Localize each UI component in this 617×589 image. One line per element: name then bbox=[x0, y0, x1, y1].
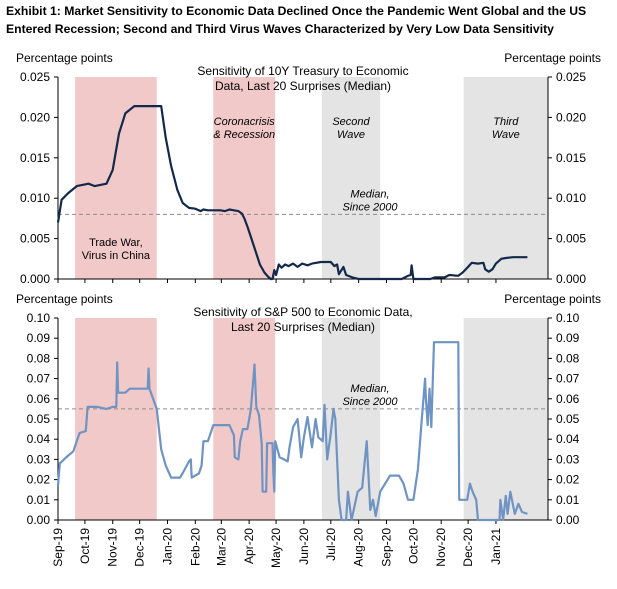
treasury-y-tick-label-left: 0.025 bbox=[20, 70, 50, 84]
sp500-y-tick-label-left: 0.05 bbox=[27, 412, 51, 426]
sp500-shaded-period-1 bbox=[75, 318, 157, 520]
sp500-y-tick-label-right: 0.10 bbox=[556, 311, 580, 325]
treasury-y-tick-label-left: 0.000 bbox=[20, 272, 50, 286]
sp500-y-tick-label-left: 0.06 bbox=[27, 392, 51, 406]
treasury-period-label: Wave bbox=[492, 129, 520, 141]
sp500-y-tick-label-left: 0.00 bbox=[27, 513, 51, 527]
sp500-median-label: Median, bbox=[350, 383, 389, 395]
sp500-median-label: Since 2000 bbox=[342, 396, 398, 408]
x-tick-label: May-20 bbox=[269, 528, 283, 568]
sp500-y-tick-label-right: 0.04 bbox=[556, 432, 580, 446]
treasury-period-label: Wave bbox=[337, 129, 365, 141]
sp500-y-tick-label-right: 0.06 bbox=[556, 392, 580, 406]
sp500-y-tick-label-right: 0.09 bbox=[556, 331, 580, 345]
treasury-shaded-period-3 bbox=[321, 77, 381, 279]
treasury-shaded-period-4 bbox=[463, 77, 548, 279]
treasury-y-tick-label-right: 0.025 bbox=[556, 70, 586, 84]
sp500-y-tick-label-left: 0.03 bbox=[27, 452, 51, 466]
sp500-y-tick-label-right: 0.07 bbox=[556, 372, 580, 386]
sp500-y-tick-label-left: 0.04 bbox=[27, 432, 51, 446]
x-tick-label: Nov-19 bbox=[106, 528, 120, 567]
sp500-shaded-period-3 bbox=[321, 318, 381, 520]
treasury-period-label: Second bbox=[332, 116, 370, 128]
x-tick-label: Nov-20 bbox=[434, 528, 448, 567]
sp500-y-tick-label-right: 0.01 bbox=[556, 493, 580, 507]
treasury-period-label: Trade War, bbox=[89, 237, 143, 249]
sp500-y-tick-label-left: 0.02 bbox=[27, 473, 51, 487]
treasury-y-axis-title-right: Percentage points bbox=[504, 51, 601, 65]
treasury-y-tick-label-left: 0.010 bbox=[20, 191, 50, 205]
x-axis: Sep-19 Oct-19 Nov-19 Dec-19 Jan-20 Feb-20 Mar-… bbox=[51, 528, 503, 568]
sp500-series-line bbox=[56, 341, 528, 522]
treasury-y-tick-label-left: 0.005 bbox=[20, 232, 50, 246]
treasury-y-tick-label-right: 0.020 bbox=[556, 110, 586, 124]
treasury-chart-panel: Trade War,Virus in China Coronacrisis& Re… bbox=[16, 51, 601, 286]
treasury-shaded-period-2 bbox=[213, 77, 276, 279]
sp500-y-tick-label-left: 0.10 bbox=[27, 311, 51, 325]
x-tick-label: Dec-20 bbox=[461, 528, 475, 567]
sp500-shaded-period-2 bbox=[213, 318, 276, 520]
sp500-chart-title: Last 20 Surprises (Median) bbox=[231, 320, 375, 334]
sp500-shaded-period-4 bbox=[463, 318, 548, 520]
sp500-y-tick-label-left: 0.08 bbox=[27, 351, 51, 365]
sp500-y-tick-label-left: 0.07 bbox=[27, 372, 51, 386]
sp500-y-tick-label-right: 0.03 bbox=[556, 452, 580, 466]
sp500-y-tick-label-left: 0.01 bbox=[27, 493, 51, 507]
x-tick-label: Jan-20 bbox=[161, 528, 175, 565]
sp500-y-tick-label-right: 0.08 bbox=[556, 351, 580, 365]
treasury-y-tick-label-left: 0.015 bbox=[20, 151, 50, 165]
x-tick-label: Jun-20 bbox=[297, 528, 311, 565]
exhibit-title: Exhibit 1: Market Sensitivity to Economi… bbox=[6, 4, 587, 36]
x-tick-label: Oct-19 bbox=[78, 528, 92, 564]
x-tick-label: Jul-20 bbox=[324, 528, 338, 561]
treasury-period-label: Coronacrisis bbox=[214, 116, 276, 128]
x-tick-label: Jan-21 bbox=[489, 528, 503, 565]
sp500-y-tick-label-right: 0.02 bbox=[556, 473, 580, 487]
sp500-chart-panel: Median,Since 2000 0.00 0.00 0.01 0.01 0.02 0.0… bbox=[16, 292, 601, 527]
sp500-y-tick-label-left: 0.09 bbox=[27, 331, 51, 345]
treasury-y-tick-label-right: 0.005 bbox=[556, 232, 586, 246]
treasury-y-tick-label-right: 0.000 bbox=[556, 272, 586, 286]
x-tick-label: Sep-20 bbox=[380, 528, 394, 567]
treasury-period-label: Third bbox=[493, 116, 519, 128]
treasury-series-line bbox=[56, 105, 528, 281]
treasury-median-label: Median, bbox=[350, 188, 389, 200]
x-tick-label: Mar-20 bbox=[214, 528, 228, 566]
sp500-chart-title: Sensitivity of S&P 500 to Economic Data, bbox=[193, 305, 412, 319]
treasury-y-axis-title-left: Percentage points bbox=[16, 51, 113, 65]
treasury-chart-title: Sensitivity of 10Y Treasury to Economic bbox=[197, 64, 408, 78]
treasury-chart-title: Data, Last 20 Surprises (Median) bbox=[215, 79, 391, 93]
x-tick-label: Apr-20 bbox=[242, 528, 256, 564]
treasury-y-tick-label-left: 0.020 bbox=[20, 110, 50, 124]
x-tick-label: Dec-19 bbox=[133, 528, 147, 567]
treasury-median-label: Since 2000 bbox=[342, 201, 398, 213]
x-tick-label: Feb-20 bbox=[188, 528, 202, 566]
sp500-y-axis-title-right: Percentage points bbox=[504, 292, 601, 306]
treasury-y-tick-label-right: 0.010 bbox=[556, 191, 586, 205]
sp500-y-tick-label-right: 0.00 bbox=[556, 513, 580, 527]
x-tick-label: Oct-20 bbox=[406, 528, 420, 564]
treasury-period-label: & Recession bbox=[213, 129, 275, 141]
treasury-y-tick-label-right: 0.015 bbox=[556, 151, 586, 165]
x-tick-label: Aug-20 bbox=[352, 528, 366, 567]
sp500-y-tick-label-right: 0.05 bbox=[556, 412, 580, 426]
treasury-period-label: Virus in China bbox=[82, 250, 151, 262]
treasury-shaded-period-1 bbox=[75, 77, 157, 279]
x-tick-label: Sep-19 bbox=[51, 528, 65, 567]
sp500-y-axis-title-left: Percentage points bbox=[16, 292, 113, 306]
